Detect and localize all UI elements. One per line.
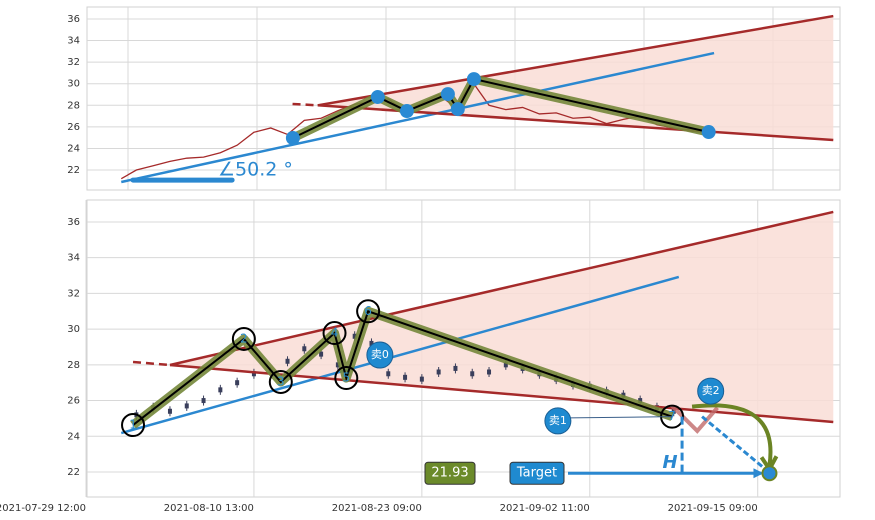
pattern-label: 4 [331, 326, 339, 340]
candle [302, 346, 307, 352]
x-tick-label: 2021-08-10 13:00 [164, 503, 254, 514]
pattern-point [268, 369, 293, 394]
pattern-label: 2 [240, 331, 248, 345]
candle [285, 358, 290, 364]
sell-label: 卖2 [702, 384, 720, 397]
candle [419, 376, 424, 382]
pattern-point [370, 89, 385, 104]
candle [184, 403, 189, 409]
y-tick-label: 22 [67, 165, 80, 176]
pattern-point [399, 104, 414, 119]
lower-line [169, 363, 834, 424]
y-tick-label: 22 [67, 467, 80, 478]
pattern-line [132, 309, 673, 426]
candle [369, 340, 374, 346]
x-tick-label: 2021-08-23 09:00 [332, 503, 422, 514]
sell-link [569, 416, 673, 419]
sell-point [544, 407, 572, 435]
value-label: 21.93 [431, 466, 468, 481]
y-tick-label: 28 [67, 360, 80, 371]
candle [235, 380, 240, 386]
pattern-label: 6 [364, 304, 372, 318]
x-tick-label: 2021-09-15 09:00 [668, 503, 758, 514]
sell-point [697, 377, 725, 405]
y-tick-label: 28 [67, 100, 80, 111]
candle [386, 371, 391, 377]
y-tick-label: 36 [67, 14, 80, 25]
pattern-label: 1 [129, 418, 137, 432]
candle [470, 371, 475, 377]
candle [319, 351, 324, 357]
pattern-point [334, 366, 359, 391]
y-tick-label: 30 [67, 79, 80, 90]
x-tick-label: 2021-07-29 12:00 [0, 503, 86, 514]
candle [671, 408, 676, 414]
trend-line [120, 51, 715, 184]
pattern-point [285, 130, 300, 145]
sell-label: 卖1 [549, 414, 567, 427]
pattern-label: 5 [342, 371, 350, 385]
pattern-point [440, 87, 455, 102]
lead-line [132, 360, 171, 367]
value-box [424, 461, 476, 485]
y-tick-label: 26 [67, 396, 80, 407]
h-label: H [663, 452, 678, 473]
candle [167, 408, 172, 414]
y-tick-label: 26 [67, 122, 80, 133]
channel-fill [317, 16, 834, 141]
candle [453, 365, 458, 371]
upper-line [169, 210, 834, 367]
pattern-point [322, 321, 347, 346]
pattern-point [450, 102, 465, 117]
curve-arrow [691, 403, 773, 466]
trend-line [120, 275, 680, 435]
target-point [761, 465, 778, 482]
candle [403, 374, 408, 380]
angle-annotation: ∠50.2 ° [218, 159, 293, 181]
y-tick-label: 32 [67, 57, 80, 68]
target-line-head [753, 468, 764, 479]
target-box [509, 461, 565, 485]
candle [503, 362, 508, 368]
pattern-point [231, 326, 256, 351]
y-tick-label: 34 [67, 36, 80, 47]
sell-point [366, 341, 394, 369]
panel: 22 24 26 28 30 32 34 36 [67, 6, 841, 191]
y-tick-label: 36 [67, 217, 80, 228]
pattern-label: 7 [668, 409, 676, 423]
y-tick-label: 32 [67, 288, 80, 299]
y-tick-label: 30 [67, 324, 80, 335]
candle [638, 398, 643, 404]
pattern-point [121, 413, 146, 438]
sell-label: 卖0 [371, 348, 389, 361]
pattern-point [466, 72, 481, 87]
pattern-label: 3 [277, 374, 285, 388]
y-tick-label: 24 [67, 431, 80, 442]
pattern-point [356, 299, 381, 324]
channel-fill [169, 211, 834, 422]
candle [487, 369, 492, 375]
candle [218, 387, 223, 393]
candle [335, 362, 340, 368]
candle [251, 371, 256, 377]
target-arrow [701, 415, 767, 471]
pattern-point [701, 125, 716, 140]
y-tick-label: 34 [67, 253, 80, 264]
upper-line [317, 14, 834, 107]
projection [670, 404, 719, 434]
y-tick-label: 24 [67, 143, 80, 154]
lead-line [292, 102, 318, 107]
candle [201, 398, 206, 404]
x-tick-label: 2021-09-02 11:00 [500, 503, 590, 514]
candle [436, 369, 441, 375]
target-label: Target [516, 466, 557, 481]
candle [352, 333, 357, 339]
